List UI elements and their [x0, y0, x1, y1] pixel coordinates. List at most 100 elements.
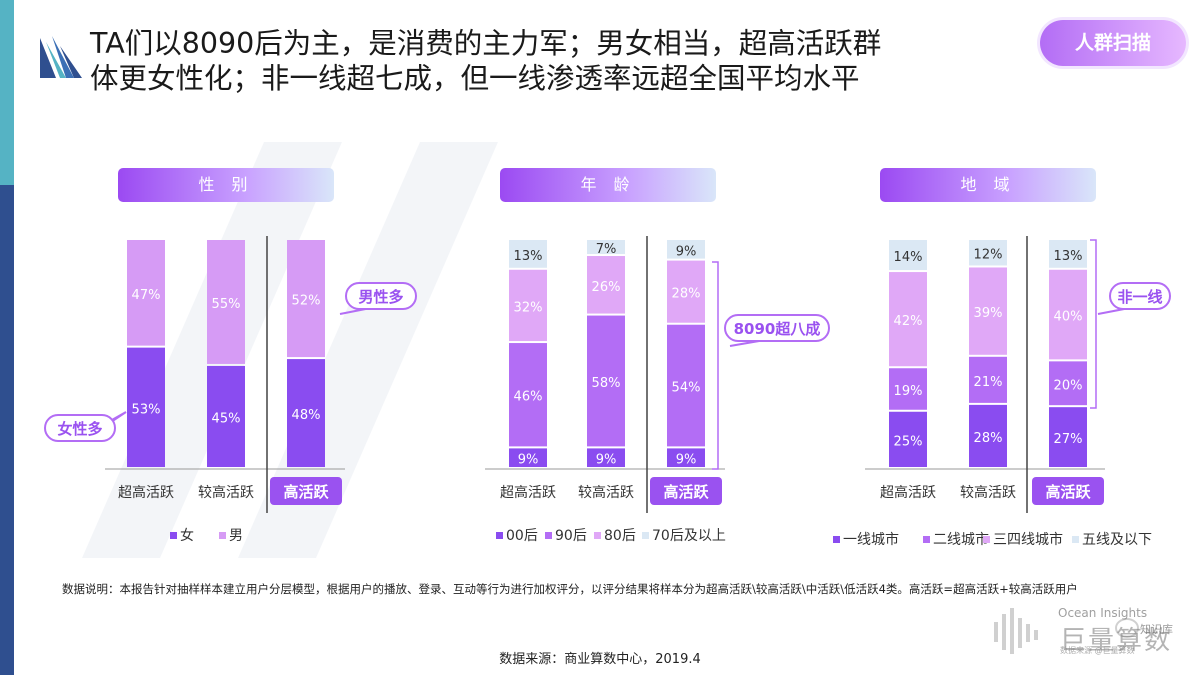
wechat-account-label: 知识库: [1140, 623, 1173, 636]
data-label: 9%: [676, 244, 697, 259]
bar-segment: [667, 240, 705, 259]
data-label: 19%: [894, 384, 923, 399]
page-title: TA们以8090后为主，是消费的主力军；男女相当，超高活跃群 体更女性化；非一线…: [90, 26, 1010, 96]
bar-segment: [127, 240, 165, 346]
bar-segment: [969, 404, 1007, 467]
data-label: 48%: [292, 408, 321, 423]
bar-segment: [1049, 407, 1087, 467]
bar-segment: [667, 260, 705, 323]
legend-label: 80后: [604, 528, 636, 544]
callout-bubble: [44, 414, 116, 442]
legend-swatch: [170, 532, 177, 539]
callout-text: 非一线: [1117, 288, 1162, 306]
data-label: 54%: [672, 381, 701, 396]
data-label: 52%: [292, 294, 321, 309]
bar-segment: [509, 240, 547, 268]
data-label: 13%: [1054, 249, 1083, 264]
bar-segment: [969, 240, 1007, 266]
bar-segment: [667, 324, 705, 447]
bar-segment: [1049, 240, 1087, 268]
data-label: 12%: [974, 248, 1003, 263]
tick-label: 超高活跃: [118, 484, 174, 501]
data-label: 28%: [974, 431, 1003, 446]
data-label: 13%: [514, 249, 543, 264]
tick-label: 较高活跃: [578, 484, 634, 501]
data-label: 42%: [894, 314, 923, 329]
bar-segment: [1049, 269, 1087, 360]
callout-bubble: [345, 282, 417, 310]
panel-title-age: 年 龄: [500, 168, 716, 202]
bar-segment: [207, 240, 245, 364]
data-label: 9%: [676, 453, 697, 468]
data-label: 25%: [894, 434, 923, 449]
tick-label: 超高活跃: [880, 484, 936, 501]
tick-label: 较高活跃: [960, 484, 1016, 501]
callout-bubble: [724, 314, 830, 342]
legend-label: 女: [180, 527, 194, 544]
brand-logo-icon: [40, 36, 82, 78]
legend-swatch: [545, 532, 552, 539]
bar-segment: [889, 368, 927, 410]
data-label: 21%: [974, 375, 1003, 390]
section-badge: 人群扫描: [1040, 20, 1186, 66]
data-label: 58%: [592, 376, 621, 391]
edge-accent-top: [0, 0, 14, 185]
data-label: 39%: [974, 306, 1003, 321]
tick-label: 超高活跃: [500, 484, 556, 501]
data-source: 数据来源：商业算数中心，2019.4: [499, 652, 701, 667]
data-note: 数据说明：本报告针对抽样样本建立用户分层模型，根据用户的播放、登录、互动等行为进…: [62, 582, 1078, 596]
legend-label: 五线及以下: [1082, 532, 1152, 548]
bar-segment: [287, 240, 325, 358]
bar-segment: [207, 365, 245, 467]
legend-label: 90后: [555, 528, 587, 544]
legend-label: 男: [229, 528, 243, 544]
bar-segment: [587, 448, 625, 467]
brand-watermark-icon: [994, 608, 1139, 654]
legend-swatch: [833, 536, 840, 543]
bar-segment: [509, 343, 547, 447]
data-label: 27%: [1054, 432, 1083, 447]
tick-label: 高活跃: [283, 483, 329, 501]
legend-label: 00后: [506, 528, 538, 544]
bar-segment: [969, 356, 1007, 403]
bar-segment: [889, 411, 927, 467]
panel-title-gender: 性 别: [118, 168, 334, 202]
bar-segment: [667, 448, 705, 467]
data-label: 28%: [672, 287, 701, 302]
brand-caption: 数据来源 @巨量算数: [1060, 646, 1135, 655]
data-label: 45%: [212, 411, 241, 426]
data-label: 40%: [1054, 310, 1083, 325]
bracket: [1090, 239, 1097, 409]
bracket: [712, 261, 719, 470]
data-label: 7%: [596, 242, 617, 257]
bar-segment: [509, 269, 547, 342]
bar-segment: [889, 272, 927, 367]
legend-swatch: [496, 532, 503, 539]
bar-segment: [1049, 361, 1087, 406]
bar-segment: [127, 347, 165, 467]
bar-segment: [587, 240, 625, 255]
legend-swatch: [983, 536, 990, 543]
tick-label: 较高活跃: [198, 484, 254, 501]
data-label: 9%: [596, 453, 617, 468]
brand-name-cn: 巨量算数: [1060, 626, 1173, 656]
data-label: 53%: [132, 402, 161, 417]
tick-label: 高活跃: [1045, 483, 1091, 501]
data-label: 20%: [1054, 378, 1083, 393]
panel-title-region: 地 域: [880, 168, 1096, 202]
data-label: 32%: [514, 300, 543, 315]
legend-swatch: [923, 536, 930, 543]
data-label: 46%: [514, 390, 543, 405]
category-highlight: [650, 477, 722, 505]
callout-text: 男性多: [358, 288, 403, 306]
bar-segment: [889, 240, 927, 271]
title-line-2: 体更女性化；非一线超七成，但一线渗透率远超全国平均水平: [90, 62, 860, 95]
legend-label: 二线城市: [933, 531, 989, 548]
callout-bubble: [1109, 282, 1171, 310]
category-highlight: [1032, 477, 1104, 505]
data-label: 55%: [212, 297, 241, 312]
brand-name-en: Ocean Insights: [1058, 606, 1148, 620]
legend-swatch: [219, 532, 226, 539]
legend-label: 70后及以上: [652, 528, 726, 544]
